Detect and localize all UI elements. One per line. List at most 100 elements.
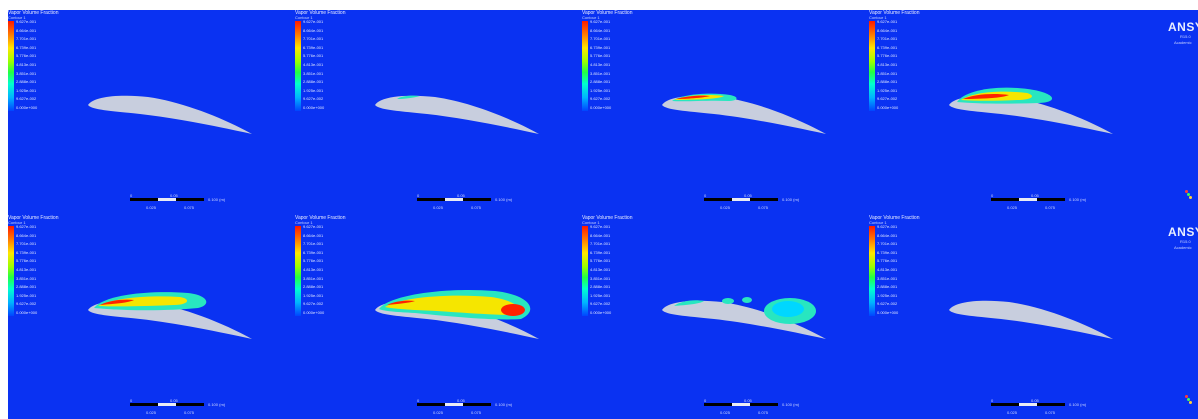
legend-tick: 8.664e-001 [16, 232, 37, 238]
legend-tick: 8.664e-001 [590, 232, 611, 238]
ansys-edition: Academic [1174, 245, 1192, 250]
legend-colorbar [8, 21, 14, 111]
legend-tick: 1.925e-001 [877, 87, 898, 93]
legend-tick: 7.701e-001 [590, 241, 611, 247]
scale-label: 0.05 [744, 193, 752, 198]
legend-tick: 5.776e-001 [590, 53, 611, 59]
legend-tick: 3.851e-001 [590, 275, 611, 281]
legend-tick: 6.739e-001 [877, 249, 898, 255]
legend-tick: 2.888e-001 [877, 284, 898, 290]
legend-tick: 1.925e-001 [590, 87, 611, 93]
scale-label: 0.05 [1031, 193, 1039, 198]
legend-title: Vapor Volume Fraction [582, 215, 633, 221]
legend-tick: 9.627e-001 [877, 224, 898, 229]
scale-label: 0.100 (m) [208, 197, 226, 202]
hydrofoil-view [662, 297, 826, 339]
scale-label: 0.075 [471, 410, 482, 415]
cavity-region [672, 93, 737, 102]
legend-tick: 2.888e-001 [303, 79, 324, 85]
scale-label: 0 [991, 193, 994, 198]
scale-label: 0.05 [170, 193, 178, 198]
legend-subtitle: Contour 1 [869, 220, 887, 225]
legend-title: Vapor Volume Fraction [295, 10, 346, 16]
legend-colorbar [295, 21, 301, 111]
legend-colorbar [582, 21, 588, 111]
legend-tick: 8.664e-001 [303, 232, 324, 238]
legend-tick: 7.701e-001 [590, 36, 611, 42]
legend-tick: 0.000e+000 [877, 105, 899, 110]
legend-tick: 9.627e-001 [590, 19, 611, 24]
hydrofoil-view [949, 87, 1113, 134]
scale-segment [1037, 198, 1065, 201]
legend-tick: 9.627e-002 [303, 96, 324, 102]
legend-tick: 0.000e+000 [590, 310, 612, 315]
legend-tick: 8.664e-001 [877, 232, 898, 238]
legend-tick: 9.627e-001 [877, 19, 898, 24]
scale-label: 0.025 [146, 205, 157, 210]
legend-tick: 0.000e+000 [303, 310, 325, 315]
legend-title: Vapor Volume Fraction [582, 10, 633, 16]
legend-tick: 5.776e-001 [590, 258, 611, 264]
legend-tick: 6.739e-001 [590, 44, 611, 50]
scale-segment [130, 198, 158, 201]
scale-label: 0.075 [471, 205, 482, 210]
legend-tick: 7.701e-001 [16, 241, 37, 247]
scale-label: 0.075 [758, 205, 769, 210]
scale-segment [445, 198, 463, 201]
legend-tick: 4.813e-001 [16, 267, 37, 272]
scale-segment [445, 403, 463, 406]
hydrofoil-view [375, 95, 539, 134]
legend-subtitle: Contour 1 [582, 220, 600, 225]
legend-tick: 1.925e-001 [303, 292, 324, 298]
scale-segment [1019, 198, 1037, 201]
scale-segment [176, 198, 204, 201]
legend-tick: 5.776e-001 [303, 53, 324, 59]
legend-title: Vapor Volume Fraction [869, 10, 920, 16]
scale-label: 0.100 (m) [495, 197, 513, 202]
scale-bar: 0 0.05 0.100 (m) 0.025 0.075 [704, 193, 814, 212]
legend-tick: 9.627e-002 [877, 301, 898, 307]
legend-tick: 3.851e-001 [303, 70, 324, 76]
scale-segment [750, 198, 778, 201]
scale-segment [732, 403, 750, 406]
legend-tick: 0.000e+000 [16, 105, 38, 110]
legend-tick: 9.627e-002 [16, 301, 37, 307]
legend-tick: 9.627e-001 [16, 19, 37, 24]
contour-panel-6: Vapor Volume Fraction Contour 1 9.627e-001… [295, 215, 582, 419]
hydrofoil-view [375, 289, 539, 339]
cavity-region [957, 87, 1053, 104]
legend-tick: 6.739e-001 [590, 249, 611, 255]
legend-tick: 0.000e+000 [303, 105, 325, 110]
legend-tick: 3.851e-001 [16, 70, 37, 76]
legend-tick: 8.664e-001 [877, 27, 898, 33]
legend-subtitle: Contour 1 [295, 15, 313, 20]
scale-label: 0.025 [1007, 410, 1018, 415]
contour-panel-5: Vapor Volume Fraction Contour 1 9.627e-001… [8, 215, 295, 419]
legend-tick: 4.813e-001 [590, 62, 611, 67]
legend-title: Vapor Volume Fraction [295, 215, 346, 221]
legend-subtitle: Contour 1 [582, 15, 600, 20]
ansys-logo-text: ANSYS [1168, 225, 1198, 239]
legend-tick: 8.664e-001 [16, 27, 37, 33]
scale-segment [463, 403, 491, 406]
legend-tick: 4.813e-001 [303, 267, 324, 272]
legend-tick: 5.776e-001 [303, 258, 324, 264]
scale-segment [176, 403, 204, 406]
scale-segment [417, 198, 445, 201]
legend-tick: 4.813e-001 [877, 62, 898, 67]
legend-tick: 8.664e-001 [590, 27, 611, 33]
axis-triad-icon [1187, 193, 1190, 196]
legend-tick: 2.888e-001 [590, 79, 611, 85]
scale-segment [1019, 403, 1037, 406]
scale-label: 0.025 [720, 205, 731, 210]
legend-tick: 6.739e-001 [16, 44, 37, 50]
scale-label: 0.025 [1007, 205, 1018, 210]
scale-label: 0 [130, 193, 133, 198]
contour-panel-8: Vapor Volume Fraction Contour 1 9.627e-001… [869, 215, 1156, 419]
legend-colorbar [8, 226, 14, 316]
legend-tick: 9.627e-002 [16, 96, 37, 102]
scale-label: 0.025 [146, 410, 157, 415]
scale-bar: 0 0.05 0.100 (m) 0.025 0.075 [130, 193, 240, 212]
scale-segment [158, 198, 176, 201]
legend-tick: 6.739e-001 [303, 249, 324, 255]
